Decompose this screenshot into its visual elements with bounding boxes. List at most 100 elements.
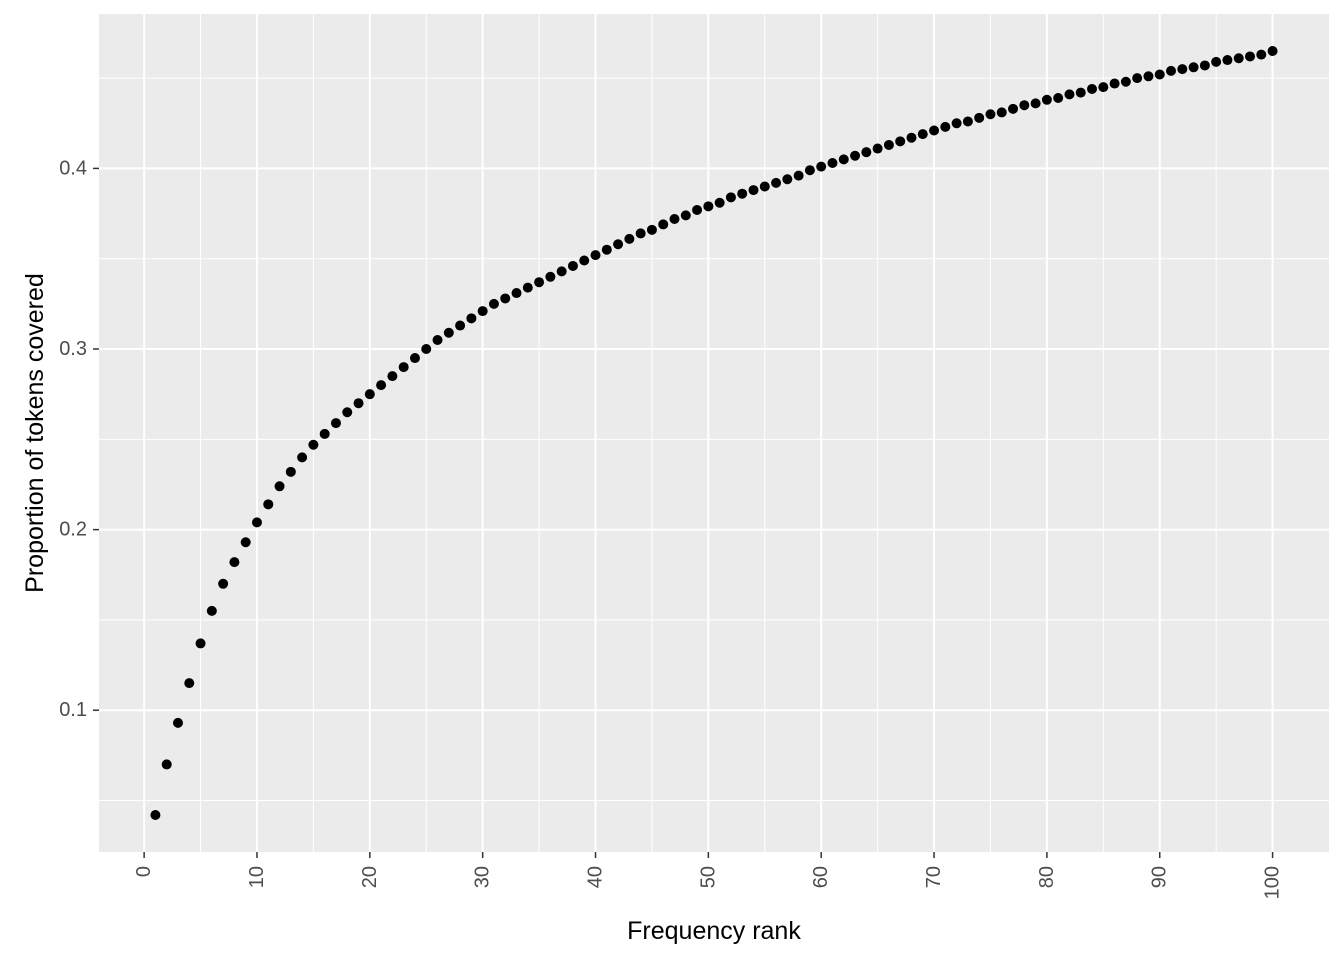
data-point: [556, 266, 567, 277]
data-point: [1166, 65, 1177, 76]
data-point: [658, 219, 669, 230]
data-point: [387, 371, 398, 382]
data-point: [150, 809, 161, 820]
data-point: [782, 174, 793, 185]
data-point: [929, 125, 940, 136]
data-point: [1245, 51, 1256, 62]
data-point: [804, 165, 815, 176]
data-point: [240, 537, 251, 548]
data-point: [567, 260, 578, 271]
data-point: [443, 327, 454, 338]
data-point: [1064, 89, 1075, 100]
data-point: [488, 298, 499, 309]
grid-lines: [99, 14, 1329, 852]
data-point: [1211, 56, 1222, 67]
data-point: [421, 344, 432, 355]
data-point: [1053, 92, 1064, 103]
data-point: [364, 389, 375, 400]
data-point: [1008, 103, 1019, 114]
axis-ticks: [93, 167, 1274, 858]
x-tick-label: 70: [923, 866, 945, 888]
data-point: [1154, 69, 1165, 80]
data-point: [725, 192, 736, 203]
data-point: [962, 116, 973, 127]
data-point: [297, 452, 308, 463]
data-point: [613, 239, 624, 250]
data-point: [376, 380, 387, 391]
data-point: [161, 759, 172, 770]
data-point: [534, 277, 545, 288]
data-point: [1030, 98, 1041, 109]
data-point: [1143, 71, 1154, 82]
data-point: [1256, 49, 1267, 60]
data-point: [409, 353, 420, 364]
x-tick-label: 60: [810, 866, 832, 888]
data-point: [184, 678, 195, 689]
data-point: [624, 233, 635, 244]
data-point: [342, 407, 353, 418]
data-point: [172, 717, 183, 728]
data-point: [1222, 55, 1233, 66]
plot-panel: [99, 14, 1329, 852]
data-point: [872, 143, 883, 154]
y-tick-label: 0.3: [59, 338, 87, 360]
x-tick-label: 10: [246, 866, 268, 888]
data-point: [759, 181, 770, 192]
data-point: [669, 213, 680, 224]
y-tick-label: 0.2: [59, 519, 87, 541]
x-tick-label: 50: [697, 866, 719, 888]
data-point: [635, 228, 646, 239]
data-point: [466, 313, 477, 324]
data-point: [353, 398, 364, 409]
data-point: [319, 428, 330, 439]
data-point: [850, 150, 861, 161]
data-point: [1087, 83, 1098, 94]
data-point: [308, 439, 319, 450]
data-point: [218, 578, 229, 589]
data-point: [771, 177, 782, 188]
data-point: [827, 157, 838, 168]
data-point: [545, 271, 556, 282]
data-point: [996, 107, 1007, 118]
data-point: [263, 499, 274, 510]
data-point: [330, 418, 341, 429]
y-tick-label: 0.4: [59, 157, 87, 179]
data-point: [1199, 60, 1210, 71]
data-point: [1132, 73, 1143, 84]
data-point: [703, 201, 714, 212]
data-point: [195, 638, 206, 649]
data-point: [646, 224, 657, 235]
data-point: [1041, 94, 1052, 105]
x-tick-label: 80: [1036, 866, 1058, 888]
data-point: [229, 557, 240, 568]
data-point: [1109, 78, 1120, 89]
y-axis-title: Proportion of tokens covered: [21, 273, 49, 593]
x-tick-label: 40: [585, 866, 607, 888]
data-point: [500, 293, 511, 304]
data-point: [455, 320, 466, 331]
data-point: [1075, 87, 1086, 98]
y-tick-label: 0.1: [59, 699, 87, 721]
x-axis-title: Frequency rank: [627, 917, 801, 945]
data-point: [398, 362, 409, 373]
data-point: [1019, 100, 1030, 111]
data-point: [1188, 62, 1199, 73]
data-point: [1120, 76, 1131, 87]
data-point: [816, 161, 827, 172]
data-point: [838, 154, 849, 165]
data-point: [748, 185, 759, 196]
x-tick-label: 0: [133, 866, 155, 877]
data-point: [895, 136, 906, 147]
data-point: [1177, 64, 1188, 75]
data-point: [206, 605, 217, 616]
data-point: [985, 109, 996, 120]
data-point: [793, 170, 804, 181]
data-point: [522, 282, 533, 293]
x-tick-label: 90: [1149, 866, 1171, 888]
data-point: [1098, 82, 1109, 93]
data-point: [940, 121, 951, 132]
x-tick-label: 100: [1262, 866, 1284, 899]
data-point: [906, 132, 917, 143]
data-point: [951, 118, 962, 129]
